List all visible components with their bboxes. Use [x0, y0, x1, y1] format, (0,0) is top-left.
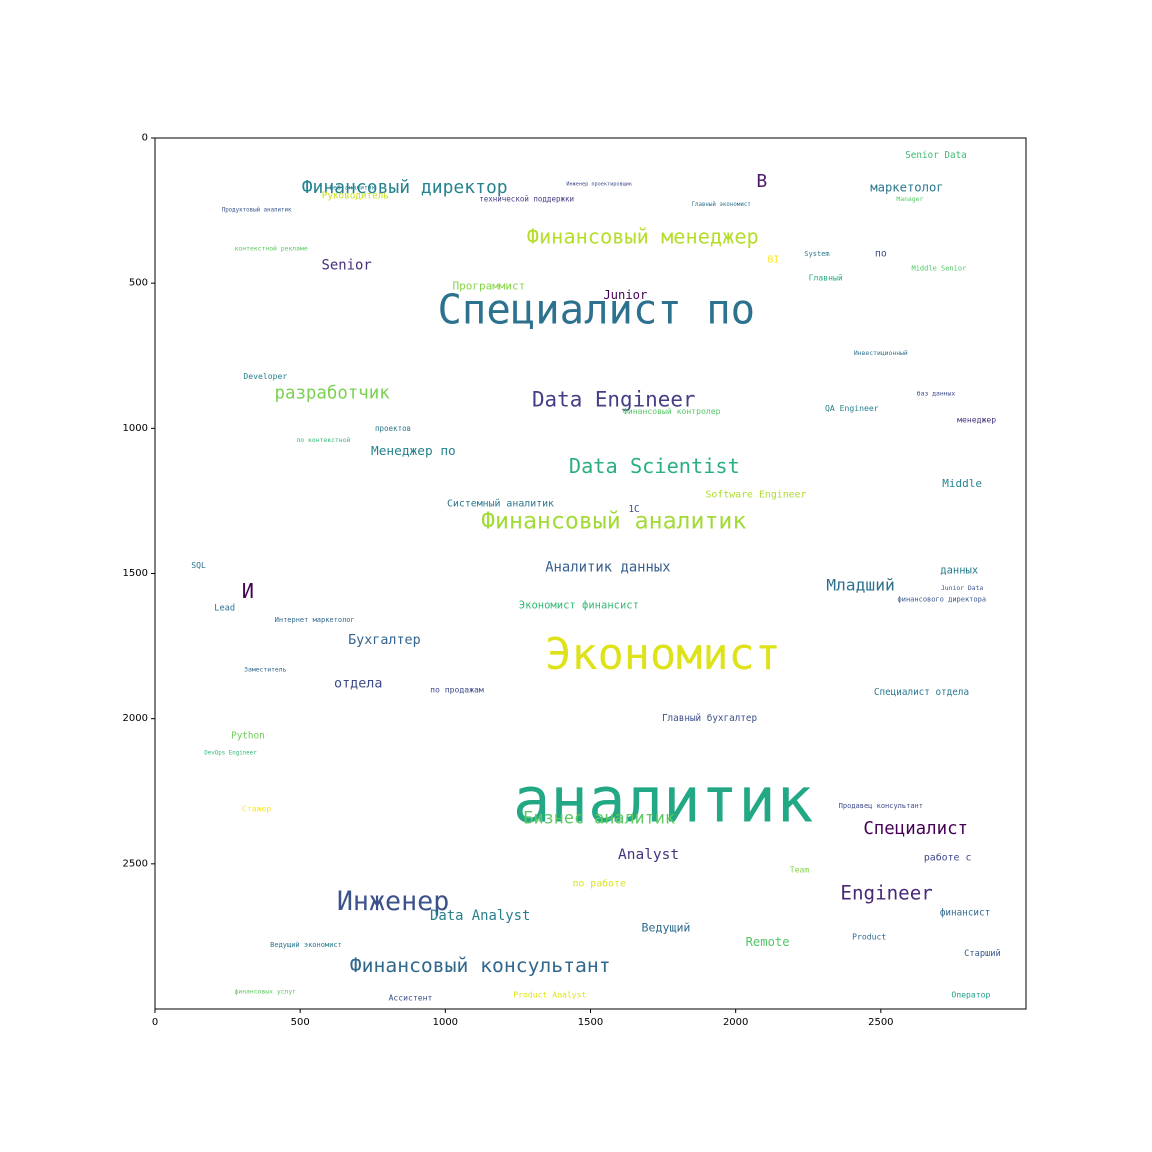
word-4: Финансовый менеджер	[527, 225, 759, 249]
x-tick-label-5: 2500	[868, 1017, 893, 1028]
word-53: по контекстной	[296, 436, 350, 444]
word-23: Senior	[322, 258, 372, 274]
word-61: 1С	[628, 504, 639, 515]
word-16: Менеджер по	[371, 444, 456, 459]
word-55: QA Engineer	[825, 403, 879, 413]
x-tick-label-2: 1000	[433, 1017, 458, 1028]
word-75: System	[804, 250, 829, 258]
word-9: Финансовый консультант	[350, 954, 611, 977]
x-tick-label-0: 0	[152, 1017, 158, 1028]
word-57: Middle Senior	[912, 265, 967, 273]
word-63: Ведущий экономист	[270, 941, 342, 949]
word-37: Финансовый контролер	[623, 406, 721, 416]
word-26: Руководитель	[322, 191, 389, 202]
word-34: работе с	[924, 852, 972, 864]
word-25: Senior Data	[905, 150, 967, 161]
x-tick-label-1: 500	[291, 1017, 310, 1028]
word-8: Инженер	[337, 886, 449, 917]
word-77: Manager	[896, 195, 923, 203]
word-10: разработчик	[275, 383, 391, 403]
word-70: Веб аналитик	[329, 183, 375, 191]
word-71: контекстной рекламе	[235, 244, 308, 252]
word-0: аналитик	[513, 763, 814, 836]
word-58: BI	[767, 254, 779, 265]
word-43: Оператор	[951, 989, 990, 999]
word-42: Старший	[964, 949, 1001, 959]
word-36: данных	[940, 565, 978, 577]
word-51: технической поддержки	[479, 194, 574, 203]
word-19: отдела	[334, 676, 382, 691]
word-54: менеджер	[957, 415, 996, 425]
word-62: SQL	[191, 560, 206, 570]
y-tick-label-0: 0	[142, 133, 148, 144]
word-7: Data Scientist	[569, 454, 740, 478]
word-59: В	[756, 171, 767, 192]
word-28: Системный аналитик	[447, 497, 554, 509]
word-67: финансового директора	[898, 596, 987, 604]
word-79: баз данных	[917, 389, 956, 397]
word-18: Бухгалтер	[348, 633, 421, 648]
word-49: Интернет маркетолог	[275, 616, 355, 624]
word-3: Финансовый аналитик	[481, 508, 746, 535]
word-29: Экономист финансист	[519, 599, 639, 611]
x-tick-label-4: 2000	[723, 1017, 748, 1028]
word-24: маркетолог	[870, 180, 943, 194]
word-68: Junior Data	[941, 584, 983, 592]
word-41: финансист	[940, 908, 990, 919]
word-40: Стажер	[242, 804, 271, 814]
word-21: Программист	[452, 280, 525, 293]
y-tick-label-4: 2000	[123, 713, 148, 724]
word-38: Python	[231, 731, 265, 742]
word-45: Product Analyst	[513, 989, 586, 999]
x-axis: 0 500 1000 1500 2000 2500	[152, 1009, 894, 1028]
word-74: Инженер проектировщик	[566, 181, 632, 187]
word-48: Специалист отдела	[874, 687, 969, 698]
word-52: проектов	[375, 424, 411, 433]
plot-area	[155, 138, 1026, 1009]
word-72: Продуктовый аналитик	[222, 208, 292, 214]
y-tick-label-3: 1500	[123, 568, 148, 579]
word-35: Middle	[942, 477, 982, 490]
word-13: Engineer	[840, 881, 932, 904]
x-tick-label-3: 1500	[578, 1017, 603, 1028]
word-layer: аналитик Экономист Специалист по Финансовый…	[191, 150, 1001, 1002]
word-27: Software Engineer	[705, 490, 806, 501]
word-73: Главный экономист	[691, 202, 750, 208]
word-33: по работе	[572, 878, 626, 890]
word-56: Главный	[809, 272, 843, 282]
y-tick-label-2: 1000	[123, 423, 148, 434]
word-66: Team	[790, 865, 810, 875]
y-tick-label-5: 2500	[123, 858, 148, 869]
word-12: Специалист	[863, 819, 968, 839]
word-14: Аналитик данных	[545, 560, 670, 576]
word-50: Продавец консультант	[839, 802, 923, 810]
y-axis: 0 500 1000 1500 2000 2500	[123, 133, 155, 869]
word-30: Главный бухгалтер	[662, 713, 758, 724]
word-47: по продажам	[430, 685, 484, 695]
word-15: Младший	[826, 576, 895, 595]
y-tick-label-1: 500	[129, 278, 148, 289]
word-32: Remote	[746, 935, 790, 949]
word-46: Developer	[243, 371, 287, 381]
word-22: Junior	[603, 288, 647, 302]
word-11: Бизнес аналитик	[523, 807, 675, 827]
word-20: Analyst	[618, 847, 679, 863]
word-78: Инвестиционный	[854, 349, 908, 357]
word-60: И	[242, 579, 254, 603]
word-31: Ведущий	[642, 921, 691, 935]
word-44: Ассистент	[389, 992, 433, 1002]
word-6: Data Engineer	[532, 387, 696, 411]
word-76: по	[875, 249, 887, 260]
word-65: Product	[852, 931, 886, 941]
word-17: Data Analyst	[430, 908, 530, 924]
word-80: DevOps Engineer	[204, 751, 257, 757]
word-2: Специалист по	[438, 285, 756, 333]
word-1: Экономист	[545, 630, 781, 680]
word-5: Финансовый директор	[302, 177, 508, 198]
word-69: Заместитель	[244, 665, 286, 673]
word-39: Lead	[214, 603, 235, 613]
word-64: финансовых услуг	[235, 988, 297, 996]
